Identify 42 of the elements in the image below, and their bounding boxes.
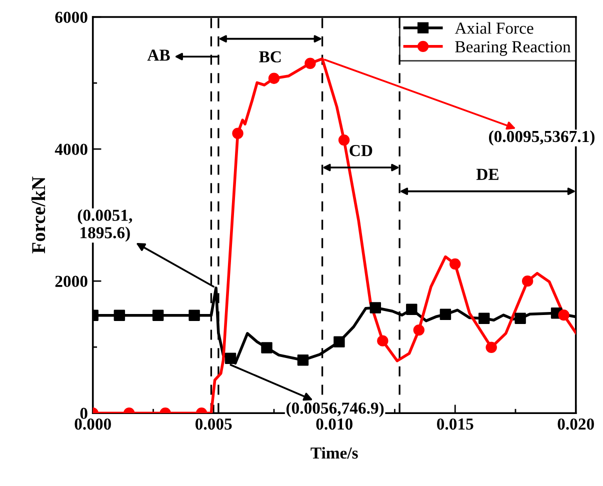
point [406, 304, 418, 315]
annotation: BC [259, 51, 281, 62]
point [188, 310, 200, 322]
point [152, 310, 164, 322]
point [114, 310, 126, 322]
legend-label: Bearing Reaction [455, 41, 571, 56]
point [377, 335, 388, 346]
point [261, 342, 272, 354]
x-tick-label: 0.010 [316, 418, 352, 430]
annotation: (0.0056,746.9) [286, 402, 384, 418]
point [440, 308, 452, 320]
x-tick-label: 0.020 [558, 418, 594, 430]
point [268, 72, 280, 84]
point [450, 258, 461, 270]
point [486, 342, 497, 354]
point [522, 275, 534, 287]
point [297, 354, 309, 366]
y-tick-label: 2000 [55, 276, 88, 288]
point [558, 309, 570, 321]
y-axis-title: Force/kN [31, 176, 46, 254]
x-tick-label: 0.015 [437, 418, 474, 430]
point [334, 336, 345, 348]
point [304, 58, 316, 69]
x-tick-label: 0.000 [74, 418, 111, 430]
point [478, 312, 490, 324]
point [514, 312, 526, 324]
annotation: CD [350, 145, 372, 156]
x-tick-label: 0.005 [196, 418, 232, 430]
point [370, 302, 382, 314]
point [224, 352, 236, 364]
y-tick-label: 4000 [54, 144, 88, 155]
annotation: AB [147, 50, 170, 61]
y-tick-label: 6000 [55, 12, 88, 23]
legend-label: Axial Force [454, 22, 534, 34]
point [232, 128, 244, 139]
annotation: (0.0051, 1895.6) [78, 209, 132, 242]
annotation: (0.0095,5367.1) [489, 130, 594, 146]
x-axis-title: Time/s [310, 446, 358, 459]
point [338, 134, 350, 146]
y-tick-label: 0 [80, 408, 88, 420]
point [413, 324, 424, 336]
annotation: DE [476, 168, 498, 180]
